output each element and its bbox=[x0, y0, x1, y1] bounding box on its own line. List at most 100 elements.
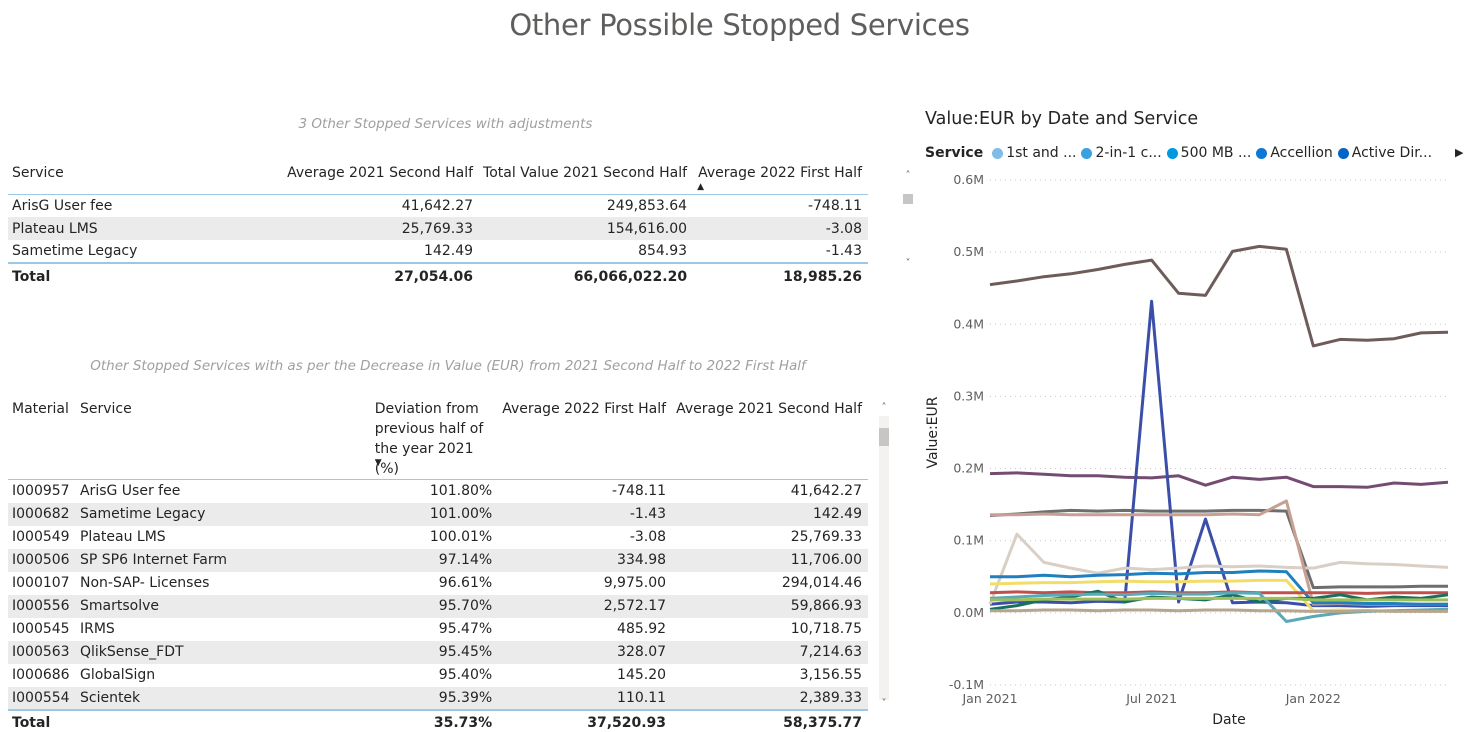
table-row[interactable]: I000554 Scientek 95.39% 110.11 2,389.33 bbox=[8, 686, 868, 710]
table-row[interactable]: I000549 Plateau LMS 100.01% -3.08 25,769.33 bbox=[8, 526, 868, 549]
cell-avg-2021-h2: 41,642.27 bbox=[790, 483, 862, 500]
total-value: 18,985.26 bbox=[693, 262, 868, 289]
legend-label: Active Dir... bbox=[1351, 145, 1433, 161]
cell-avg-2022-h1: -748.11 bbox=[612, 483, 667, 500]
cell-value: -1.43 bbox=[825, 243, 862, 259]
col-header-avg-2022-h1[interactable]: Average 2022 First Half bbox=[502, 401, 667, 417]
cell-service: GlobalSign bbox=[79, 667, 156, 683]
legend-label: 1st and ... bbox=[1006, 145, 1077, 161]
table-row[interactable]: Sametime Legacy 142.49 854.93 -1.43 bbox=[8, 240, 868, 263]
table-row[interactable]: ArisG User fee 41,642.27 249,853.64 -748… bbox=[8, 194, 868, 217]
table2-scrollbar[interactable]: ˄ ˅ bbox=[878, 402, 890, 714]
sort-descending-icon[interactable]: ▼ bbox=[374, 458, 382, 468]
total-value: 35.73% bbox=[370, 708, 499, 732]
total-value: 27,054.06 bbox=[184, 262, 480, 289]
table-row[interactable]: I000107 Non-SAP- Licenses 96.61% 9,975.00 29… bbox=[8, 572, 868, 595]
col-header-service[interactable]: Service bbox=[79, 401, 132, 417]
cell-deviation: 97.14% bbox=[370, 548, 499, 572]
scroll-thumb[interactable] bbox=[879, 428, 889, 446]
cell-material: I000957 bbox=[12, 483, 70, 500]
col-header-avg-2021-h2[interactable]: Average 2021 Second Half bbox=[676, 401, 862, 417]
table-row[interactable]: Plateau LMS 25,769.33 154,616.00 -3.08 bbox=[8, 217, 868, 240]
cell-avg-2021-h2: 3,156.55 bbox=[799, 667, 862, 683]
total-value: 66,066,022.20 bbox=[479, 262, 694, 289]
legend-item[interactable]: 1st and ... bbox=[992, 145, 1076, 161]
legend-next-icon[interactable]: ▶ bbox=[1455, 146, 1464, 159]
cell-deviation: 95.39% bbox=[370, 686, 499, 710]
series-line bbox=[989, 299, 1448, 608]
stopped-services-table: Service Average 2021 Second Half Total V… bbox=[8, 162, 868, 289]
cell-deviation: 100.01% bbox=[429, 529, 493, 545]
cell-deviation: 101.80% bbox=[429, 483, 493, 500]
scroll-down-icon[interactable]: ˅ bbox=[881, 698, 887, 709]
legend-title: Service bbox=[925, 145, 984, 161]
series-line bbox=[989, 471, 1449, 489]
legend-label: 500 MB ... bbox=[1180, 145, 1252, 161]
cell-value: 854.93 bbox=[638, 243, 688, 259]
cell-avg-2021-h2: 59,866.93 bbox=[672, 594, 868, 618]
legend-dot-icon bbox=[1081, 147, 1093, 159]
cell-avg-2022-h1: -3.08 bbox=[629, 529, 667, 545]
col-header-material[interactable]: Material bbox=[12, 401, 69, 417]
cell-deviation: 95.47% bbox=[438, 621, 493, 637]
col-header-deviation[interactable]: Deviation from previous half of the year… bbox=[374, 401, 484, 477]
cell-avg-2021-h2: 2,389.33 bbox=[672, 686, 868, 710]
scroll-up-icon[interactable]: ˄ bbox=[881, 402, 887, 413]
table-row[interactable]: I000556 Smartsolve 95.70% 2,572.17 59,866.93 bbox=[8, 594, 868, 618]
scroll-up-icon[interactable]: ˄ bbox=[905, 170, 911, 181]
x-tick-label: Jul 2021 bbox=[1125, 691, 1177, 706]
total-label: Total bbox=[8, 708, 76, 732]
legend-item[interactable]: Active Dir... bbox=[1337, 145, 1433, 161]
table-row[interactable]: I000682 Sametime Legacy 101.00% -1.43 142.49 bbox=[8, 502, 868, 526]
cell-value: -3.08 bbox=[693, 217, 868, 240]
total-value: 37,520.93 bbox=[498, 708, 673, 732]
cell-material: I000107 bbox=[12, 575, 70, 591]
cell-avg-2022-h1: 145.20 bbox=[617, 667, 667, 683]
cell-deviation: 95.70% bbox=[370, 594, 499, 618]
y-tick-label: 0.3M bbox=[953, 388, 984, 403]
cell-service: ArisG User fee bbox=[79, 483, 181, 500]
table-row[interactable]: I000545 IRMS 95.47% 485.92 10,718.75 bbox=[8, 618, 868, 641]
total-row: Total 27,054.06 66,066,022.20 18,985.26 bbox=[8, 262, 868, 289]
col-header-total-2021-h2[interactable]: Total Value 2021 Second Half bbox=[483, 165, 688, 181]
table1-scrollbar[interactable]: ˄ ˅ bbox=[902, 170, 914, 275]
cell-material: I000563 bbox=[8, 640, 76, 664]
sort-ascending-icon[interactable]: ▲ bbox=[697, 182, 704, 192]
cell-value: 25,769.33 bbox=[184, 217, 480, 240]
col-header-service[interactable]: Service bbox=[12, 165, 64, 181]
table-row[interactable]: I000686 GlobalSign 95.40% 145.20 3,156.55 bbox=[8, 664, 868, 687]
y-tick-label: -0.1M bbox=[949, 677, 984, 692]
legend-item[interactable]: Accellion bbox=[1256, 145, 1333, 161]
scroll-down-icon[interactable]: ˅ bbox=[905, 258, 911, 269]
y-tick-label: 0.6M bbox=[953, 172, 984, 187]
scroll-track[interactable] bbox=[879, 416, 889, 700]
y-tick-label: 0.5M bbox=[953, 244, 984, 259]
cell-avg-2021-h2: 142.49 bbox=[672, 502, 868, 526]
legend-item[interactable]: 2-in-1 c... bbox=[1081, 145, 1162, 161]
col-header-avg-2021-h2[interactable]: Average 2021 Second Half bbox=[287, 165, 474, 181]
y-tick-label: 0.2M bbox=[953, 461, 984, 476]
cell-value: -748.11 bbox=[807, 197, 862, 214]
line-chart: -0.1M 0.0M 0.1M 0.2M 0.3M 0.4M 0.5M 0.6M Jan 202… bbox=[925, 172, 1449, 728]
cell-service: IRMS bbox=[79, 621, 115, 637]
cell-material: I000556 bbox=[8, 594, 76, 618]
series-line bbox=[990, 499, 1448, 606]
cell-material: I000686 bbox=[12, 667, 70, 683]
legend-label: Accellion bbox=[1270, 145, 1333, 161]
legend-item[interactable]: 500 MB ... bbox=[1166, 145, 1252, 161]
cell-material: I000554 bbox=[8, 686, 76, 710]
scroll-thumb[interactable] bbox=[903, 194, 913, 204]
cell-deviation: 96.61% bbox=[438, 575, 493, 591]
cell-value: 41,642.27 bbox=[401, 197, 474, 214]
table-row[interactable]: I000506 SP SP6 Internet Farm 97.14% 334.98 1… bbox=[8, 548, 868, 572]
cell-service: ArisG User fee bbox=[12, 197, 113, 214]
col-header-avg-2022-h1[interactable]: Average 2022 First Half ▲ bbox=[697, 165, 862, 192]
cell-material: I000549 bbox=[12, 529, 70, 545]
table-header-row: Material Service Deviation from previous… bbox=[8, 395, 868, 480]
x-axis-label: Date bbox=[1212, 712, 1245, 728]
cell-avg-2022-h1: 2,572.17 bbox=[498, 594, 673, 618]
cell-service: Sametime Legacy bbox=[75, 502, 371, 526]
table-row[interactable]: I000957 ArisG User fee 101.80% -748.11 41,64… bbox=[8, 480, 868, 503]
table-row[interactable]: I000563 QlikSense_FDT 95.45% 328.07 7,214.63 bbox=[8, 640, 868, 664]
cell-service: Plateau LMS bbox=[79, 529, 166, 545]
